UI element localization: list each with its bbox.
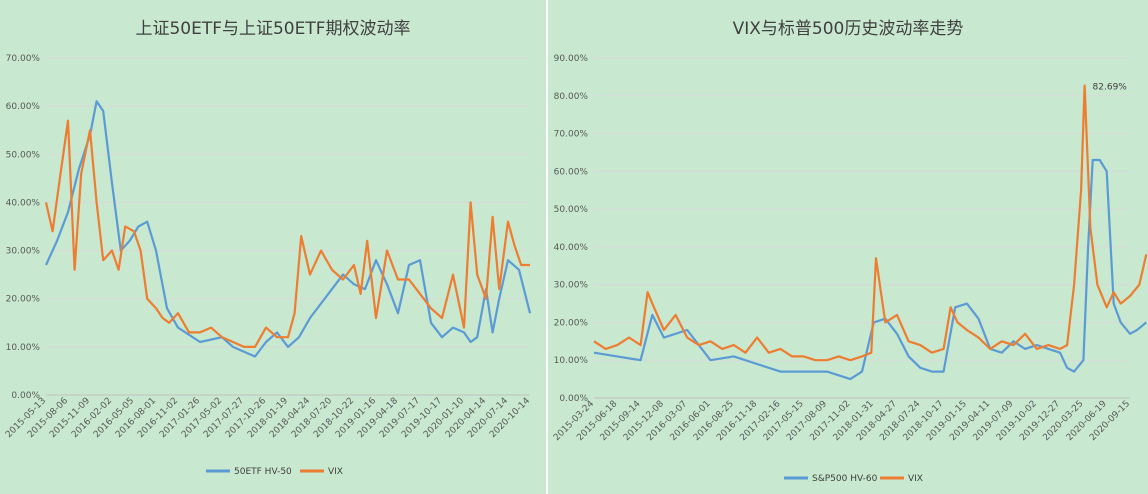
x-tick-labels: 2015-05-132015-08-062015-11-092016-02-02… [4,396,532,440]
y-tick-label: 80.00% [554,92,589,102]
y-tick-label: 10.00% [554,356,589,366]
y-tick-labels: 0.00% 10.00% 20.00% 30.00% 40.00% 50.00% 60.00… [6,54,41,401]
y-tick-label: 70.00% [554,130,589,140]
y-tick-label: 40.00% [554,243,589,253]
y-tick-label: 90.00% [554,54,589,64]
y-tick-label: 30.00% [6,247,41,257]
chart-right: 0.00% 10.00% 20.00% 30.00% 40.00% 50.00% 60.00… [552,19,1148,484]
chart-title: VIX与标普500历史波动率走势 [733,19,964,39]
y-tick-label: 50.00% [554,205,589,215]
y-tick-label: 50.00% [6,150,41,160]
y-tick-label: 0.00% [11,391,40,401]
y-tick-label: 40.00% [6,198,41,208]
y-tick-label: 60.00% [554,167,589,177]
y-tick-label: 70.00% [6,54,41,64]
series-lines [593,84,1148,381]
y-tick-label: 20.00% [6,295,41,305]
legend-label-hv60: S&P500 HV-60 [812,474,878,484]
y-tick-label: 60.00% [6,102,41,112]
y-tick-labels: 0.00% 10.00% 20.00% 30.00% 40.00% 50.00% 60.00… [554,54,589,404]
x-tick-labels: 2015-03-242015-06-182015-09-142015-12-08… [552,399,1132,443]
legend-label-vix: VIX [908,474,923,484]
chart-left: 0.00% 10.00% 20.00% 30.00% 40.00% 50.00% 60.00… [4,19,532,477]
legend: S&P500 HV-60 VIX [784,474,923,484]
legend: 50ETF HV-50 VIX [206,467,343,477]
panel-divider [546,0,548,494]
chart-title: 上证50ETF与上证50ETF期权波动率 [135,19,410,39]
series-line-1 [44,119,530,348]
series-line-0 [44,100,532,358]
series-lines [44,100,532,358]
y-tick-label: 0.00% [559,394,588,404]
series-line-1 [593,84,1148,362]
y-gridlines [594,57,1130,399]
y-gridlines [46,57,530,396]
chart-panel-right: 0.00% 10.00% 20.00% 30.00% 40.00% 50.00% 60.00… [548,0,1148,494]
legend-label-hv50: 50ETF HV-50 [234,467,292,477]
series-line-0 [593,158,1147,381]
y-tick-label: 10.00% [6,343,41,353]
chart-panel-left: 0.00% 10.00% 20.00% 30.00% 40.00% 50.00% 60.00… [0,0,546,494]
peak-annotation: 82.69% [1093,83,1128,93]
y-tick-label: 30.00% [554,281,589,291]
legend-label-vix: VIX [328,467,343,477]
y-tick-label: 20.00% [554,318,589,328]
